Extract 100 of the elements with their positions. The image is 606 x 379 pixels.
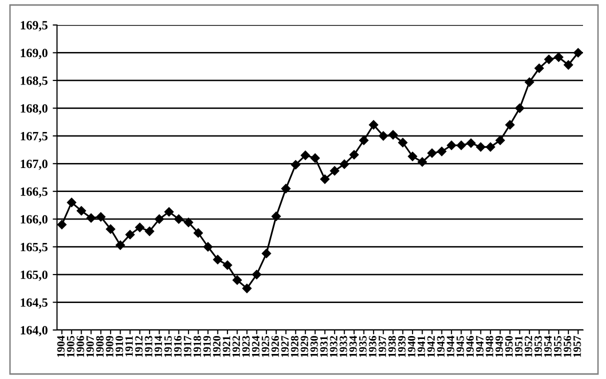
x-tick-label: 1956 [564,336,572,357]
y-tick-label: 168,0 [20,104,48,114]
point [194,228,203,238]
y-tick-label: 169,0 [20,48,48,59]
x-tick-label: 1934 [349,336,357,357]
x-tick-label: 1949 [496,336,503,357]
point [554,52,564,62]
x-tick-label: 1939 [398,336,406,357]
point [174,214,184,224]
x-tick-label: 1911 [125,336,133,356]
y-tick-label: 167,5 [20,132,48,142]
point [486,142,496,152]
point [106,224,116,234]
point [330,166,340,176]
x-tick-label: 1920 [213,336,221,357]
point [427,148,437,158]
y-tick-label: 165,0 [20,270,48,281]
point [252,270,262,280]
point [466,138,476,148]
x-tick-label: 1923 [242,336,250,357]
point [76,206,86,216]
x-tick-label: 1944 [446,336,454,357]
point [340,160,349,169]
point [378,131,388,141]
x-tick-label: 1941 [418,336,426,357]
x-tick-label: 1938 [388,336,396,357]
point [320,174,330,184]
point [164,207,174,217]
point [203,242,213,252]
y-tick-label: 167,0 [20,160,48,170]
x-tick-label: 1951 [515,336,522,357]
x-tick-label: 1907 [86,336,94,357]
point [86,213,96,223]
x-tick-label: 1928 [290,336,298,357]
point [222,260,232,270]
x-tick-label: 1922 [232,336,240,357]
x-tick-label: 1921 [222,336,230,357]
point [456,140,466,150]
x-tick-label: 1909 [106,336,114,357]
x-tick-label: 1933 [340,336,348,357]
y-tick-label: 169,5 [20,21,48,32]
point [564,60,574,70]
point [310,153,320,163]
point [213,254,222,264]
point [144,226,154,236]
point [446,140,456,150]
x-tick-label: 1917 [184,336,192,357]
point [154,214,164,224]
x-tick-label: 1942 [427,336,435,357]
x-tick-label: 1945 [456,336,464,357]
x-tick-label: 1950 [505,336,513,357]
x-tick-label: 1918 [194,336,202,357]
point [524,77,534,87]
x-tick-label: 1957 [573,336,581,357]
x-tick-label: 1908 [96,336,104,357]
x-tick-label: 1906 [76,336,84,357]
y-tick-label: 164,5 [20,298,48,309]
x-tick-label: 1940 [408,336,416,357]
x-tick-label: 1925 [262,336,270,357]
x-tick-label: 1932 [330,336,338,357]
x-tick-label: 1916 [174,336,182,357]
point [388,130,398,140]
point [544,54,554,64]
point [408,152,418,162]
point [476,142,486,152]
x-tick-label: 1954 [544,336,552,357]
point [349,150,359,160]
point [242,284,252,294]
point [57,220,66,230]
x-tick-label: 1936 [368,336,376,357]
point [437,146,446,156]
x-tick-label: 1913 [144,336,152,357]
x-tick-label: 1943 [437,336,445,357]
x-tick-label: 1952 [524,336,532,357]
point [359,136,368,145]
x-tick-label: 1914 [154,336,162,357]
x-tick-label: 1924 [252,336,260,357]
x-tick-label: 1935 [359,336,367,357]
x-tick-label: 1948 [486,336,494,357]
y-tick-label: 166,5 [20,187,48,198]
x-tick-label: 1930 [310,336,318,357]
point [505,120,515,130]
point [398,138,408,148]
point [272,212,281,221]
point [262,248,272,258]
x-tick-label: 1910 [116,336,124,357]
point [418,157,427,167]
y-tick-label: 164,0 [20,326,48,336]
x-tick-label: 1931 [320,336,328,357]
point [184,218,194,228]
point [125,230,135,240]
point [232,275,242,285]
x-tick-label: 1927 [281,336,289,357]
point [291,160,300,170]
x-tick-label: 1926 [271,336,279,357]
point [66,198,76,208]
point [96,212,106,222]
x-tick-label: 1947 [476,336,484,357]
x-tick-label: 1946 [466,336,474,357]
point [574,48,583,58]
